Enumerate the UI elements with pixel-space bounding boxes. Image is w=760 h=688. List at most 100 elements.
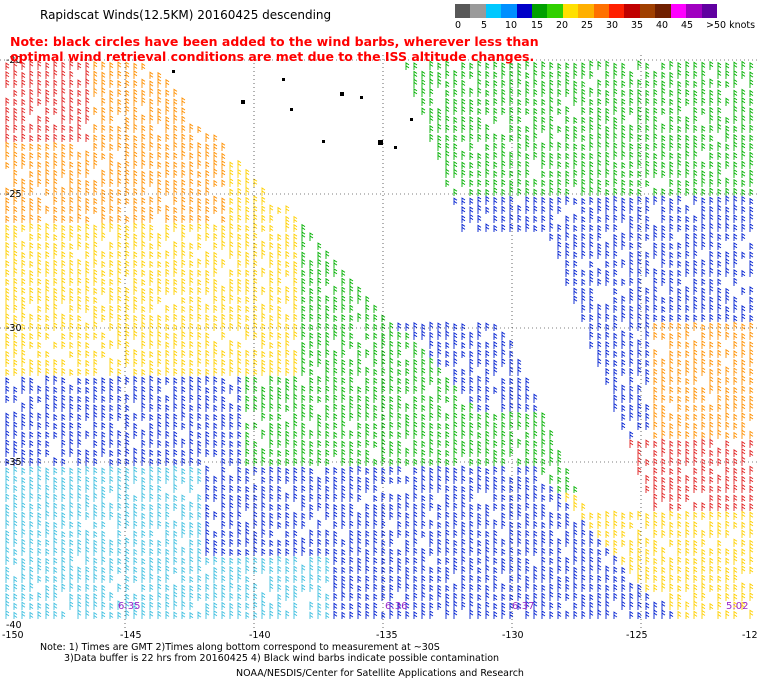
wind-barb xyxy=(293,357,298,367)
wind-barb xyxy=(733,69,738,79)
wind-barb xyxy=(573,501,578,511)
wind-barb xyxy=(293,591,298,601)
wind-barb xyxy=(445,600,450,610)
wind-barb xyxy=(117,286,122,295)
wind-barb xyxy=(301,269,306,277)
wind-barb xyxy=(437,322,442,331)
wind-barb xyxy=(101,124,106,133)
wind-barb xyxy=(21,557,26,565)
wind-barb xyxy=(85,566,90,574)
wind-barb xyxy=(517,537,522,547)
wind-barb xyxy=(333,520,338,529)
wind-barb xyxy=(261,286,266,295)
wind-barb xyxy=(741,467,746,475)
wind-barb xyxy=(245,251,250,259)
wind-barb xyxy=(309,529,314,538)
wind-barb xyxy=(717,458,722,466)
wind-barb xyxy=(549,197,554,205)
wind-barb xyxy=(389,601,394,610)
wind-barb xyxy=(101,205,106,214)
wind-barb xyxy=(293,330,298,340)
wind-barb xyxy=(181,385,186,394)
wind-barb xyxy=(693,285,698,295)
wind-barb xyxy=(621,600,626,610)
wind-barb xyxy=(733,168,738,178)
wind-barb xyxy=(693,476,698,484)
wind-barb xyxy=(677,340,682,349)
wind-barb xyxy=(237,440,242,448)
wind-barb xyxy=(29,520,34,529)
wind-barb xyxy=(173,556,178,565)
wind-barb xyxy=(37,564,42,574)
wind-barb xyxy=(93,276,98,286)
wind-barb xyxy=(669,285,674,295)
wind-barb xyxy=(53,591,58,601)
wind-barb xyxy=(197,141,202,151)
wind-barb xyxy=(661,458,666,466)
wind-barb xyxy=(157,205,162,214)
wind-barb xyxy=(645,205,650,214)
wind-barb xyxy=(173,179,178,187)
wind-barb xyxy=(13,69,18,79)
wind-barb xyxy=(53,267,58,277)
wind-barb xyxy=(197,188,202,196)
wind-barb xyxy=(637,213,642,223)
wind-barb xyxy=(637,96,642,106)
wind-barb xyxy=(493,422,498,430)
wind-barb xyxy=(525,457,530,466)
wind-barb xyxy=(621,204,626,214)
wind-barb xyxy=(13,557,18,565)
wind-barb xyxy=(565,467,570,475)
wind-barb xyxy=(61,402,66,412)
wind-barb xyxy=(437,503,442,511)
wind-barb xyxy=(69,492,74,502)
wind-barb xyxy=(733,431,738,439)
wind-barb xyxy=(301,385,306,394)
wind-barb xyxy=(445,537,450,547)
wind-barb xyxy=(261,609,266,619)
wind-barb xyxy=(717,106,722,115)
wind-barb xyxy=(429,575,434,583)
wind-barb xyxy=(581,152,586,160)
wind-barb xyxy=(725,62,730,70)
wind-barb xyxy=(253,601,258,610)
wind-barb xyxy=(685,528,690,538)
wind-barb xyxy=(349,411,354,421)
wind-barb xyxy=(669,152,674,160)
wind-barb xyxy=(413,341,418,349)
wind-barb xyxy=(133,106,138,115)
wind-barb xyxy=(477,196,482,205)
wind-barb xyxy=(749,71,754,79)
wind-barb xyxy=(397,529,402,538)
wind-barb xyxy=(117,61,122,70)
wind-barb xyxy=(13,394,18,403)
wind-barb xyxy=(285,260,290,268)
wind-barb xyxy=(245,403,250,412)
wind-barb xyxy=(141,492,146,502)
wind-barb xyxy=(653,574,658,583)
wind-barb xyxy=(453,583,458,592)
wind-barb xyxy=(749,242,754,250)
wind-barb xyxy=(77,510,82,520)
wind-barb xyxy=(501,593,506,601)
wind-barb xyxy=(485,358,490,367)
wind-barb xyxy=(261,267,266,277)
wind-barb xyxy=(445,134,450,142)
wind-barb xyxy=(517,475,522,484)
wind-barb xyxy=(557,456,562,466)
wind-barb xyxy=(685,79,690,88)
wind-barb xyxy=(285,348,290,358)
wind-barb xyxy=(693,215,698,223)
wind-barb xyxy=(37,169,42,178)
wind-barb xyxy=(709,250,714,259)
wind-barb xyxy=(101,278,106,286)
wind-barb xyxy=(325,304,330,313)
wind-barb xyxy=(693,141,698,151)
wind-barb xyxy=(597,312,602,322)
wind-barb xyxy=(77,332,82,340)
wind-barb xyxy=(117,223,122,232)
wind-barb xyxy=(261,501,266,511)
wind-barb xyxy=(117,88,122,97)
wind-barb xyxy=(205,511,210,520)
wind-barb xyxy=(645,62,650,70)
